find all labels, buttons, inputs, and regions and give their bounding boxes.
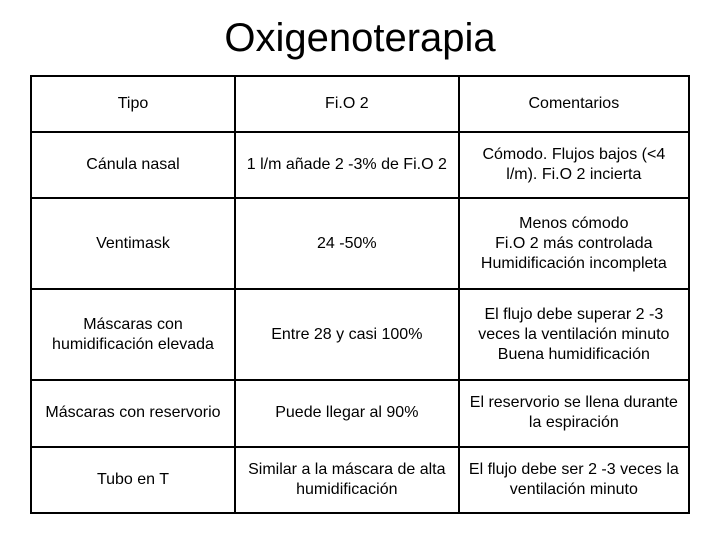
col-tipo: Tipo xyxy=(31,76,235,132)
cell-fio2: Entre 28 y casi 100% xyxy=(235,289,459,380)
cell-fio2: Similar a la máscara de alta humidificac… xyxy=(235,447,459,513)
cell-comentarios: Cómodo. Flujos bajos (<4 l/m). Fi.O 2 in… xyxy=(459,132,689,198)
cell-tipo: Máscaras con reservorio xyxy=(31,380,235,446)
table-row: Ventimask 24 -50% Menos cómodoFi.O 2 más… xyxy=(31,198,689,289)
table-row: Máscaras con reservorio Puede llegar al … xyxy=(31,380,689,446)
cell-comentarios: El flujo debe ser 2 -3 veces la ventilac… xyxy=(459,447,689,513)
oxigeno-table: Tipo Fi.O 2 Comentarios Cánula nasal 1 l… xyxy=(30,75,690,514)
table-header-row: Tipo Fi.O 2 Comentarios xyxy=(31,76,689,132)
cell-comentarios: El flujo debe superar 2 -3 veces la vent… xyxy=(459,289,689,380)
table-row: Máscaras con humidificación elevada Entr… xyxy=(31,289,689,380)
page-title: Oxigenoterapia xyxy=(30,16,690,61)
cell-tipo: Ventimask xyxy=(31,198,235,289)
table-row: Cánula nasal 1 l/m añade 2 -3% de Fi.O 2… xyxy=(31,132,689,198)
col-fio2: Fi.O 2 xyxy=(235,76,459,132)
cell-tipo: Cánula nasal xyxy=(31,132,235,198)
cell-fio2: 1 l/m añade 2 -3% de Fi.O 2 xyxy=(235,132,459,198)
cell-fio2: Puede llegar al 90% xyxy=(235,380,459,446)
table-row: Tubo en T Similar a la máscara de alta h… xyxy=(31,447,689,513)
cell-comentarios: El reservorio se llena durante la espira… xyxy=(459,380,689,446)
cell-comentarios: Menos cómodoFi.O 2 más controladaHumidif… xyxy=(459,198,689,289)
cell-tipo: Tubo en T xyxy=(31,447,235,513)
col-comentarios: Comentarios xyxy=(459,76,689,132)
cell-tipo: Máscaras con humidificación elevada xyxy=(31,289,235,380)
cell-fio2: 24 -50% xyxy=(235,198,459,289)
slide: Oxigenoterapia Tipo Fi.O 2 Comentarios C… xyxy=(0,0,720,540)
